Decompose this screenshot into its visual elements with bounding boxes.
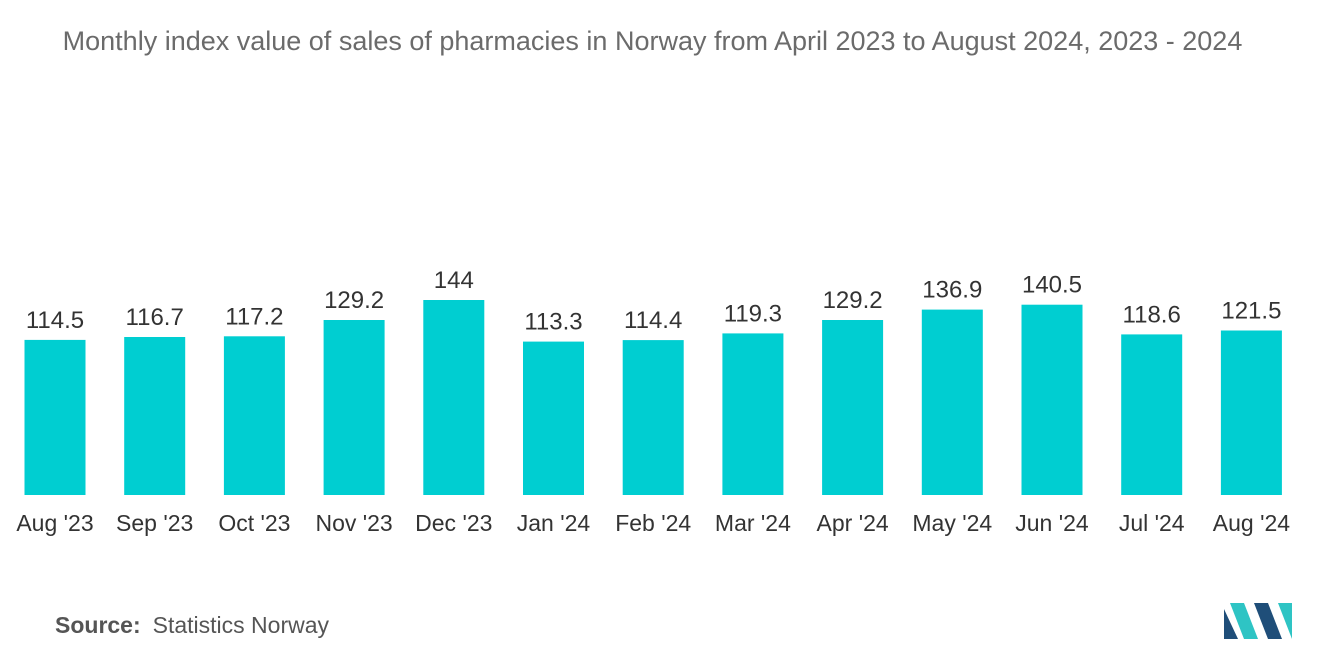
x-tick-label: Jul '24 — [1119, 510, 1185, 536]
bar-value-label: 114.5 — [26, 307, 84, 334]
bar-value-label: 118.6 — [1123, 301, 1181, 328]
bar-value-label: 136.9 — [922, 277, 982, 304]
x-tick-label: Mar '24 — [715, 510, 791, 536]
bar-5 — [523, 341, 584, 495]
bar-3 — [323, 320, 385, 495]
bar-11 — [1121, 334, 1183, 495]
bar-2 — [223, 336, 285, 495]
bar-10 — [1021, 304, 1083, 495]
x-axis-tick-labels: Aug '23 Sep '23 Oct '23 Nov '23 Dec '23 Jan '… — [16, 510, 1290, 536]
x-tick-label: Sep '23 — [116, 510, 193, 536]
bar-chart: 114.5 116.7 117.2 129.2 144 113.3 114.4 119.3 12… — [16, 267, 1290, 536]
value-labels-group: 114.5 116.7 117.2 129.2 144 113.3 114.4 119.3 12… — [26, 267, 1282, 336]
x-tick-label: Dec '23 — [415, 510, 492, 536]
bar-0 — [24, 339, 86, 495]
x-tick-label: Aug '24 — [1213, 510, 1290, 536]
x-tick-label: Jan '24 — [517, 510, 591, 536]
source-value: Statistics Norway — [152, 612, 330, 638]
bar-7 — [722, 333, 784, 495]
bar-6 — [622, 340, 684, 495]
chart-title: Monthly index value of sales of pharmaci… — [62, 26, 1243, 56]
x-tick-label: Apr '24 — [817, 510, 889, 536]
x-tick-label: May '24 — [912, 510, 992, 536]
x-tick-label: Nov '23 — [315, 510, 392, 536]
bar-value-label: 129.2 — [324, 287, 384, 314]
bar-value-label: 117.2 — [225, 303, 283, 330]
bars-group — [24, 300, 1282, 495]
bar-1 — [124, 337, 186, 495]
source-note: Source: Statistics Norway — [55, 612, 329, 639]
bar-value-label: 114.4 — [624, 307, 682, 334]
bar-value-label: 116.7 — [126, 304, 184, 331]
source-label: Source: — [55, 612, 141, 638]
bar-8 — [822, 320, 884, 495]
bar-value-label: 140.5 — [1022, 272, 1082, 299]
bar-4 — [423, 300, 485, 495]
bar-12 — [1220, 330, 1282, 495]
bar-9 — [921, 309, 983, 495]
bar-value-label: 144 — [434, 267, 474, 294]
x-tick-label: Oct '23 — [218, 510, 290, 536]
x-tick-label: Feb '24 — [615, 510, 691, 536]
x-tick-label: Aug '23 — [16, 510, 93, 536]
x-tick-label: Jun '24 — [1015, 510, 1089, 536]
bar-value-label: 113.3 — [524, 309, 582, 336]
mordor-intelligence-logo-icon — [1224, 603, 1292, 639]
bar-value-label: 119.3 — [724, 300, 782, 327]
bar-value-label: 129.2 — [823, 287, 883, 314]
bar-value-label: 121.5 — [1221, 298, 1281, 325]
